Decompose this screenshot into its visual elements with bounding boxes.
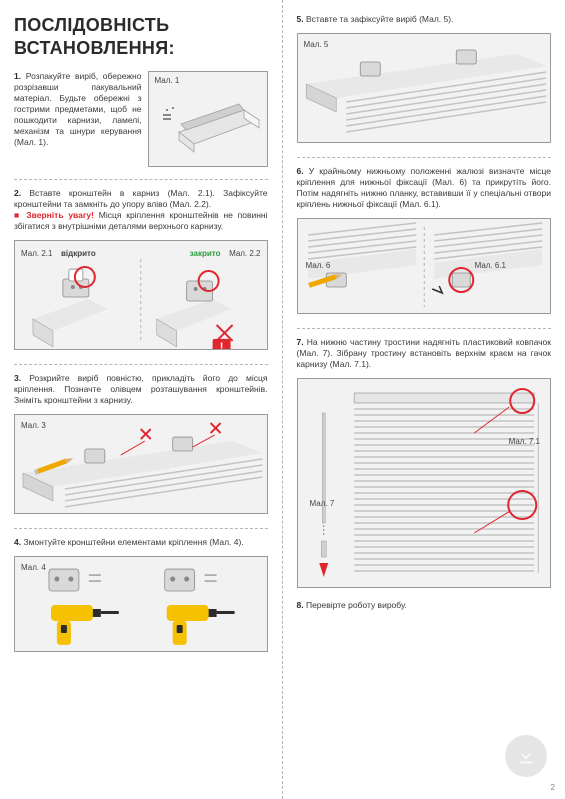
- figure-5-label: Мал. 5: [304, 40, 329, 50]
- figure-3-svg: [15, 415, 267, 514]
- figure-1: Мал. 1: [148, 71, 268, 167]
- right-column: 5. Вставте та зафіксуйте виріб (Мал. 5).…: [283, 0, 565, 799]
- figure-closed-label: закрито: [190, 249, 221, 259]
- step-7-text: 7. На нижню частину тростини надягніть п…: [297, 337, 552, 370]
- step-1-text: 1. Розпакуйте виріб, обережно розрізавши…: [14, 71, 142, 159]
- step-6-text: 6. У крайньому нижньому положенні жалюзі…: [297, 166, 552, 210]
- download-watermark-icon: [505, 735, 547, 777]
- figure-5: Мал. 5: [297, 33, 552, 143]
- page-number: 2: [551, 783, 555, 793]
- svg-text:!: !: [220, 341, 224, 350]
- page-title: ПОСЛІДОВНІСТЬ ВСТАНОВЛЕННЯ:: [14, 14, 268, 61]
- figure-4: Мал. 4: [14, 556, 268, 652]
- figure-6-label: Мал. 6: [306, 261, 331, 271]
- figure-7-svg: [298, 379, 551, 588]
- figure-7-label: Мал. 7: [310, 499, 335, 509]
- figure-open-label: відкрито: [61, 249, 96, 259]
- figure-6: Мал. 6 Мал. 6.1: [297, 218, 552, 314]
- step-5-text: 5. Вставте та зафіксуйте виріб (Мал. 5).: [297, 14, 552, 25]
- figure-2: Мал. 2.1 відкрито закрито Мал. 2.2: [14, 240, 268, 350]
- figure-7: Мал. 7 Мал. 7.1: [297, 378, 552, 588]
- figure-1-label: Мал. 1: [155, 76, 180, 86]
- step-8-text: 8. Перевірте роботу виробу.: [297, 600, 552, 611]
- figure-5-svg: [298, 34, 551, 143]
- figure-3: Мал. 3: [14, 414, 268, 514]
- step-1-row: 1. Розпакуйте виріб, обережно розрізавши…: [14, 71, 268, 167]
- left-column: ПОСЛІДОВНІСТЬ ВСТАНОВЛЕННЯ: 1. Розпакуйт…: [0, 0, 283, 799]
- figure-4-svg: [15, 557, 267, 652]
- figure-21-label: Мал. 2.1: [21, 249, 52, 259]
- divider: [14, 179, 268, 180]
- warning-prefix: ■ Зверніть увагу!: [14, 210, 94, 220]
- figure-3-label: Мал. 3: [21, 421, 46, 431]
- figure-22-label: Мал. 2.2: [229, 249, 260, 259]
- figure-71-label: Мал. 7.1: [509, 437, 540, 447]
- divider: [14, 528, 268, 529]
- figure-61-label: Мал. 6.1: [475, 261, 506, 271]
- divider: [297, 328, 552, 329]
- step-2-text: 2. Вставте кронштейн в карниз (Мал. 2.1)…: [14, 188, 268, 232]
- step-4-text: 4. Змонтуйте кронштейни елементами кріпл…: [14, 537, 268, 548]
- figure-6-svg: [298, 219, 551, 314]
- divider: [297, 157, 552, 158]
- figure-4-label: Мал. 4: [21, 563, 46, 573]
- step-3-text: 3. Розкрийте виріб повністю, прикладіть …: [14, 373, 268, 406]
- divider: [14, 364, 268, 365]
